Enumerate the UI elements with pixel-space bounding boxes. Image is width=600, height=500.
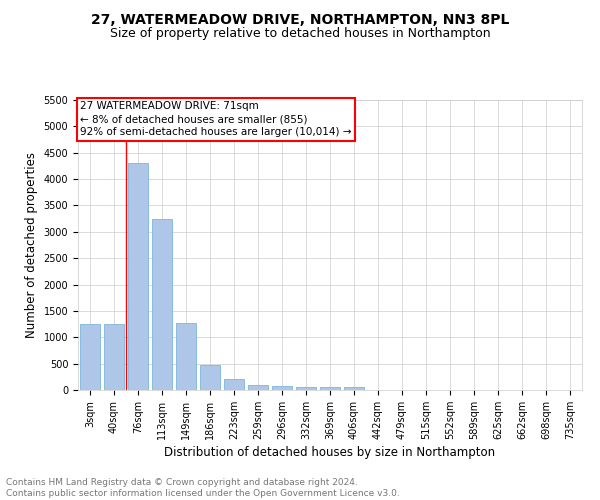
Bar [152,218,172,390]
Bar [176,322,196,390]
Bar [128,164,148,390]
Bar [200,364,220,390]
Bar [80,324,100,390]
Bar [224,379,244,390]
Y-axis label: Number of detached properties: Number of detached properties [25,152,38,338]
Bar [296,387,316,390]
Text: 27, WATERMEADOW DRIVE, NORTHAMPTON, NN3 8PL: 27, WATERMEADOW DRIVE, NORTHAMPTON, NN3 … [91,12,509,26]
Bar [104,324,124,390]
X-axis label: Distribution of detached houses by size in Northampton: Distribution of detached houses by size … [164,446,496,459]
Text: Contains HM Land Registry data © Crown copyright and database right 2024.
Contai: Contains HM Land Registry data © Crown c… [6,478,400,498]
Bar [320,388,340,390]
Bar [344,388,364,390]
Text: 27 WATERMEADOW DRIVE: 71sqm
← 8% of detached houses are smaller (855)
92% of sem: 27 WATERMEADOW DRIVE: 71sqm ← 8% of deta… [80,101,352,138]
Text: Size of property relative to detached houses in Northampton: Size of property relative to detached ho… [110,28,490,40]
Bar [272,386,292,390]
Bar [248,384,268,390]
